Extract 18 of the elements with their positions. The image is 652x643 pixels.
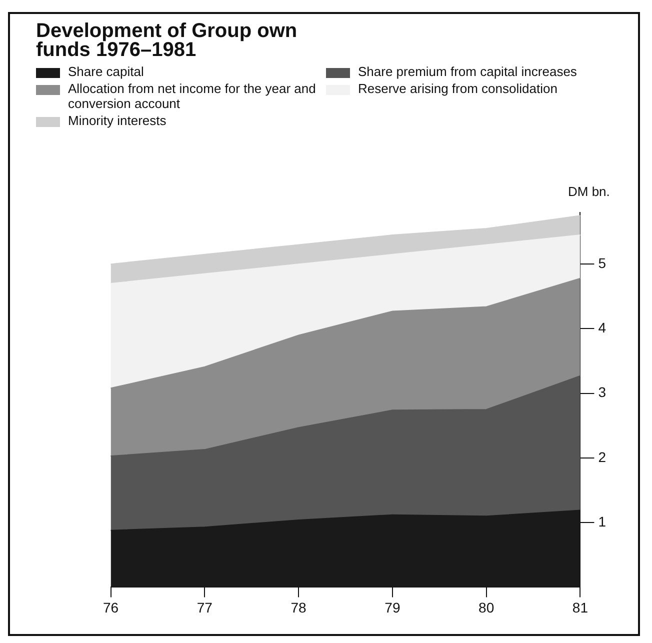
y-tick-label: 2 xyxy=(598,448,606,465)
legend-label: Reserve arising from consolidation xyxy=(358,81,558,96)
y-tick-label: 5 xyxy=(598,254,606,271)
legend-label: Share premium from capital increases xyxy=(358,64,577,79)
y-tick-label: 4 xyxy=(598,320,606,336)
legend-label: Share capital xyxy=(68,64,144,79)
legend-label: Allocation from net income for the year and conversion account xyxy=(68,81,317,111)
chart-title: Development of Group own funds 1976–1981 xyxy=(36,20,298,61)
y-axis-title: DM bn. xyxy=(568,184,610,199)
x-tick-label: 80 xyxy=(478,599,494,616)
x-tick-label: 79 xyxy=(384,599,400,616)
x-tick-label: 81 xyxy=(572,599,588,616)
legend-label: Minority interests xyxy=(68,113,166,128)
x-tick-label: 77 xyxy=(196,599,213,616)
y-tick-label: 1 xyxy=(598,513,606,530)
y-tick-label: 3 xyxy=(598,384,606,400)
x-tick-label: 78 xyxy=(290,599,307,616)
x-tick-label: 76 xyxy=(102,599,119,616)
